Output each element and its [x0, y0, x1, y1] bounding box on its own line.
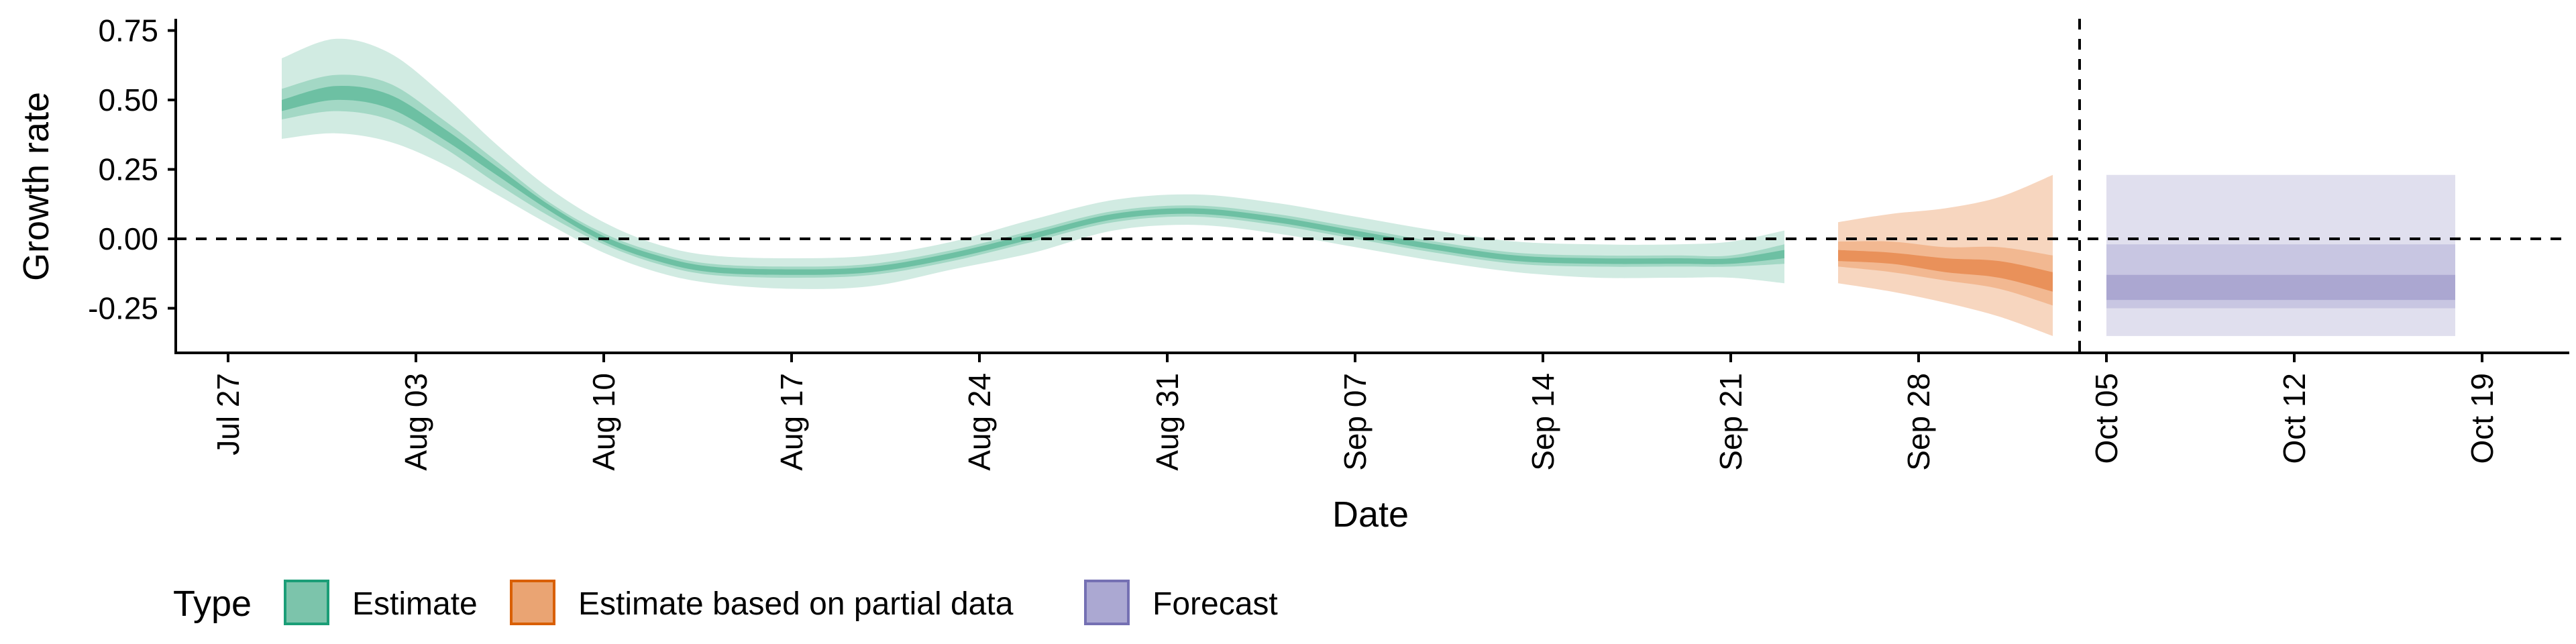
y-tick-label: 0.25 — [98, 152, 158, 187]
legend-label: Estimate — [352, 586, 478, 622]
legend-item-estimate: Estimate — [284, 580, 478, 625]
band-inner-1 — [1838, 250, 2053, 292]
legend-title: Type — [173, 584, 252, 624]
x-axis-title: Date — [1332, 494, 1409, 535]
band-inner-0 — [282, 86, 1784, 275]
x-ticks: Jul 27 Aug 03 Aug 10 Aug 17 Aug 24 Aug 31 Sep … — [211, 353, 2500, 471]
x-tick-label: Jul 27 — [211, 373, 246, 455]
x-tick-label: Oct 12 — [2277, 373, 2312, 464]
y-tick-label: 0.00 — [98, 221, 158, 256]
x-tick-label: Aug 03 — [398, 373, 433, 471]
series-forecast — [2106, 174, 2455, 336]
x-tick-label: Sep 14 — [1525, 373, 1560, 471]
x-tick-label: Oct 05 — [2089, 373, 2124, 464]
legend-item-forecast: Forecast — [1084, 580, 1278, 625]
y-ticks: -0.25 0.00 0.25 0.50 0.75 — [88, 13, 176, 326]
legend-swatch — [510, 580, 555, 625]
x-tick-label: Sep 28 — [1901, 373, 1936, 471]
band-outer-0 — [282, 38, 1784, 289]
axes — [174, 19, 2569, 354]
reference-lines — [176, 19, 2569, 353]
x-tick-label: Aug 31 — [1150, 373, 1185, 471]
y-tick-label: -0.25 — [88, 291, 158, 326]
y-axis-title: Growth rate — [16, 92, 56, 281]
legend-item-estimate-based-on-partial-data: Estimate based on partial data — [510, 580, 1014, 625]
legend-swatch — [284, 580, 329, 625]
x-tick-label: Aug 24 — [962, 373, 997, 471]
x-tick-label: Sep 07 — [1338, 373, 1373, 471]
legend-label: Forecast — [1152, 586, 1278, 622]
ribbon-layer — [282, 38, 2455, 336]
series-estimate-based-on-partial-data — [1838, 174, 2053, 336]
x-tick-label: Aug 17 — [774, 373, 809, 471]
x-tick-label: Sep 21 — [1713, 373, 1748, 471]
legend: Type Estimate Estimate based on partial d… — [173, 580, 1278, 625]
series-estimate — [282, 38, 1784, 289]
x-tick-label: Aug 10 — [586, 373, 621, 471]
legend-label: Estimate based on partial data — [578, 586, 1014, 622]
band-inner-2 — [2106, 274, 2455, 301]
y-tick-label: 0.75 — [98, 13, 158, 48]
legend-swatch — [1084, 580, 1130, 625]
y-tick-label: 0.50 — [98, 83, 158, 117]
x-tick-label: Oct 19 — [2465, 373, 2500, 464]
